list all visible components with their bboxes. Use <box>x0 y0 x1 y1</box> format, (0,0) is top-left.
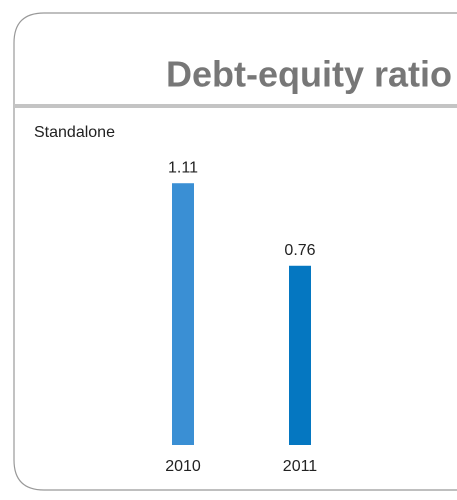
value-label: 0.76 <box>284 242 315 259</box>
card-border <box>13 12 457 491</box>
value-label: 1.11 <box>168 159 198 176</box>
chart-title: Debt-equity ratio <box>166 54 452 95</box>
bar <box>172 183 194 445</box>
x-tick-label: 2011 <box>283 458 318 475</box>
title-rule <box>14 104 457 108</box>
bar <box>289 265 311 445</box>
chart-subtitle: Standalone <box>34 124 115 141</box>
x-tick-label: 2010 <box>165 458 201 475</box>
